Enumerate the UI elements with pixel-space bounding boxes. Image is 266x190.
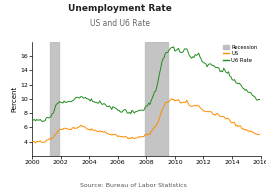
- Legend: Recession, US, U6 Rate: Recession, US, U6 Rate: [222, 44, 258, 63]
- Bar: [145, 42, 168, 156]
- Y-axis label: Percent: Percent: [11, 86, 17, 112]
- Bar: [50, 42, 59, 156]
- Text: Unemployment Rate: Unemployment Rate: [68, 4, 172, 13]
- Text: US and U6 Rate: US and U6 Rate: [90, 19, 150, 28]
- Text: Source: Bureau of Labor Statistics: Source: Bureau of Labor Statistics: [80, 183, 186, 188]
